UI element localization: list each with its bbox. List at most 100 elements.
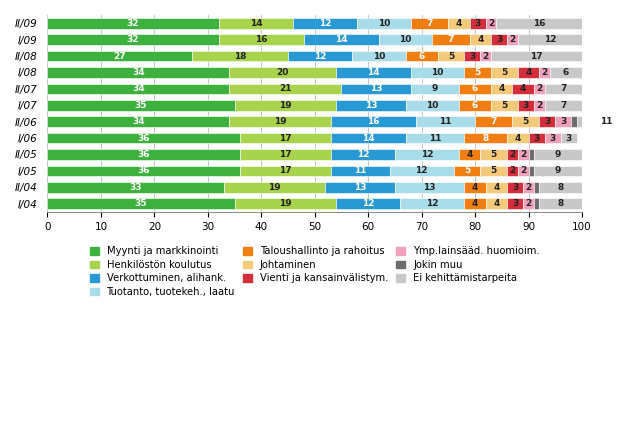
Bar	[234, 198, 336, 209]
Bar	[507, 166, 518, 176]
Text: 5: 5	[501, 68, 508, 77]
Text: 4: 4	[499, 84, 505, 94]
Text: 12: 12	[314, 51, 326, 60]
Bar	[491, 34, 507, 45]
Bar	[240, 166, 331, 176]
Bar	[432, 34, 470, 45]
Bar	[48, 18, 219, 28]
Text: 6: 6	[562, 68, 569, 77]
Text: 5: 5	[464, 167, 470, 176]
Bar	[48, 166, 240, 176]
Text: 14: 14	[362, 133, 374, 142]
Bar	[523, 198, 534, 209]
Text: 6: 6	[472, 101, 478, 110]
Bar	[486, 182, 507, 193]
Bar	[464, 133, 507, 143]
Text: 9: 9	[555, 167, 561, 176]
Bar	[550, 67, 582, 78]
Text: 14: 14	[368, 68, 380, 77]
Text: 19: 19	[279, 101, 292, 110]
Bar	[48, 51, 192, 61]
Bar	[464, 182, 486, 193]
Text: 4: 4	[526, 68, 532, 77]
Bar	[481, 166, 507, 176]
Bar	[336, 100, 406, 111]
Bar	[518, 166, 529, 176]
Text: 34: 34	[132, 84, 144, 94]
Text: 2: 2	[509, 167, 516, 176]
Text: 18: 18	[234, 51, 246, 60]
Bar	[219, 18, 293, 28]
Text: 2: 2	[509, 150, 516, 159]
Bar	[48, 83, 229, 94]
Bar	[219, 34, 304, 45]
Text: 13: 13	[364, 101, 377, 110]
Text: 13: 13	[354, 183, 366, 192]
Bar	[496, 18, 582, 28]
Text: 32: 32	[127, 19, 139, 28]
Text: 6: 6	[419, 51, 425, 60]
Bar	[529, 149, 534, 160]
Bar	[411, 83, 459, 94]
Bar	[326, 182, 395, 193]
Bar	[459, 100, 491, 111]
Bar	[518, 149, 529, 160]
Legend: Myynti ja markkinointi, Henkilöstön koulutus, Verkottuminen, alihank., Tuotanto,: Myynti ja markkinointi, Henkilöstön koul…	[89, 246, 540, 297]
Bar	[475, 116, 512, 127]
Bar	[529, 133, 544, 143]
Text: 10: 10	[378, 19, 391, 28]
Text: 16: 16	[255, 35, 268, 44]
Bar	[234, 100, 336, 111]
Text: 11: 11	[354, 167, 366, 176]
Text: 10: 10	[426, 101, 439, 110]
Bar	[336, 67, 411, 78]
Text: 2: 2	[509, 35, 516, 44]
Text: 2: 2	[541, 68, 548, 77]
Bar	[534, 182, 539, 193]
Text: 5: 5	[474, 68, 481, 77]
Text: 4: 4	[472, 183, 478, 192]
Bar	[459, 83, 491, 94]
Bar	[529, 166, 534, 176]
Bar	[224, 182, 326, 193]
Bar	[331, 149, 395, 160]
Bar	[304, 34, 379, 45]
Text: 11: 11	[439, 117, 452, 126]
Text: 13: 13	[370, 84, 382, 94]
Bar	[512, 116, 539, 127]
Bar	[539, 116, 555, 127]
Bar	[539, 67, 550, 78]
Bar	[491, 100, 518, 111]
Bar	[571, 116, 577, 127]
Bar	[454, 166, 481, 176]
Text: 36: 36	[138, 167, 150, 176]
Bar	[48, 198, 234, 209]
Text: 3: 3	[522, 101, 529, 110]
Bar	[48, 100, 234, 111]
Text: 3: 3	[496, 35, 502, 44]
Bar	[411, 67, 464, 78]
Text: 16: 16	[368, 117, 380, 126]
Bar	[518, 67, 539, 78]
Text: 4: 4	[472, 199, 478, 208]
Text: 3: 3	[566, 133, 572, 142]
Bar	[336, 198, 400, 209]
Bar	[448, 18, 470, 28]
Bar	[464, 51, 481, 61]
Bar	[512, 83, 534, 94]
Bar	[507, 149, 518, 160]
Text: 34: 34	[132, 117, 144, 126]
Bar	[555, 116, 571, 127]
Bar	[438, 51, 464, 61]
Bar	[240, 149, 331, 160]
Bar	[389, 166, 454, 176]
Text: 3: 3	[544, 117, 551, 126]
Bar	[464, 198, 486, 209]
Bar	[507, 182, 523, 193]
Text: 35: 35	[135, 199, 148, 208]
Bar	[331, 166, 389, 176]
Text: 33: 33	[129, 183, 142, 192]
Text: 36: 36	[138, 133, 150, 142]
Text: 12: 12	[416, 167, 428, 176]
Text: 5: 5	[522, 117, 529, 126]
